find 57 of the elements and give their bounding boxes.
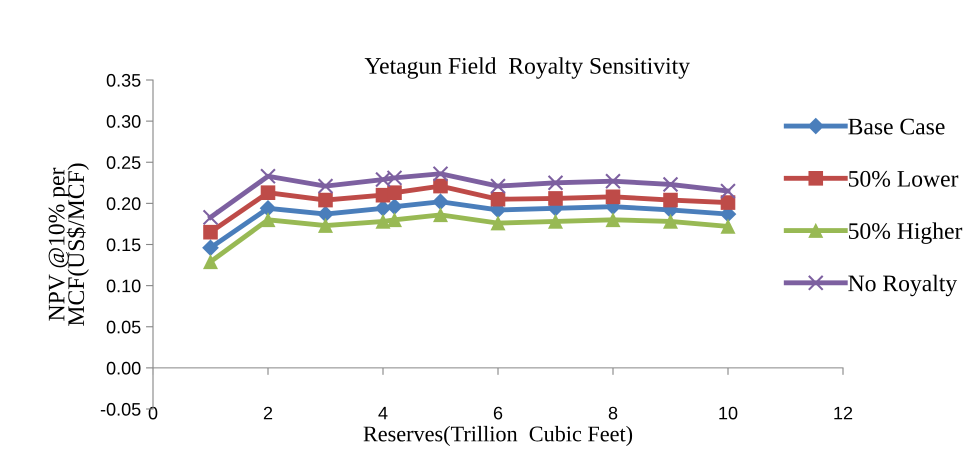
y-tick-label: 0.10 bbox=[106, 280, 140, 292]
point bbox=[663, 214, 678, 229]
point bbox=[202, 209, 218, 226]
point bbox=[663, 192, 678, 208]
point bbox=[548, 174, 564, 191]
point bbox=[260, 212, 276, 228]
point bbox=[318, 192, 333, 208]
point bbox=[433, 208, 448, 222]
point bbox=[605, 173, 621, 190]
point bbox=[606, 190, 620, 204]
point bbox=[387, 185, 402, 200]
y-tick-label: 0.30 bbox=[106, 115, 140, 128]
point bbox=[548, 191, 563, 206]
point bbox=[720, 219, 736, 234]
point bbox=[490, 192, 506, 207]
point bbox=[432, 166, 448, 182]
legend-label: 50% Higher bbox=[849, 222, 962, 244]
legend-label: Base Case bbox=[848, 118, 945, 135]
y-axis-title: NPV @10% per MCF(US$/MCF) bbox=[48, 164, 89, 326]
x-tick-label: 12 bbox=[834, 406, 852, 420]
point bbox=[720, 183, 736, 200]
point bbox=[260, 200, 276, 217]
point bbox=[202, 240, 219, 256]
point bbox=[386, 198, 403, 215]
point bbox=[662, 176, 678, 192]
point bbox=[387, 212, 402, 228]
point bbox=[432, 194, 449, 210]
point bbox=[318, 178, 334, 194]
x-tick-label: 2 bbox=[264, 406, 272, 420]
point bbox=[433, 178, 448, 194]
point bbox=[260, 185, 276, 200]
point bbox=[203, 254, 218, 270]
point bbox=[720, 195, 736, 210]
y-tick-label: 0.35 bbox=[106, 74, 140, 87]
point bbox=[490, 216, 506, 230]
point bbox=[203, 224, 218, 240]
y-tick-label: 0.00 bbox=[106, 362, 140, 375]
legend-label: 50% Lower bbox=[849, 170, 958, 187]
point bbox=[606, 212, 620, 228]
point bbox=[376, 214, 390, 229]
chart-title: Yetagun Field Royalty Sensitivity bbox=[364, 57, 690, 79]
x-tick-label: 8 bbox=[608, 406, 618, 420]
legend-label: No Royalty bbox=[848, 274, 958, 296]
y-tick-label: 0.15 bbox=[106, 238, 140, 252]
x-tick-label: 10 bbox=[719, 406, 738, 420]
y-tick-label: 0.20 bbox=[106, 197, 140, 210]
point bbox=[548, 214, 563, 229]
x-tick-label: 4 bbox=[378, 406, 388, 420]
x-tick-label: 6 bbox=[494, 406, 502, 420]
y-tick-label: 0.25 bbox=[106, 156, 140, 169]
y-tick-label: 0.05 bbox=[106, 320, 140, 334]
point bbox=[317, 206, 334, 222]
point bbox=[490, 178, 506, 194]
x-axis-title: Reserves(Trillion Cubic Feet) bbox=[364, 426, 632, 446]
y-tick-label: -0.05 bbox=[100, 402, 140, 416]
point bbox=[260, 168, 276, 184]
point bbox=[318, 218, 333, 233]
